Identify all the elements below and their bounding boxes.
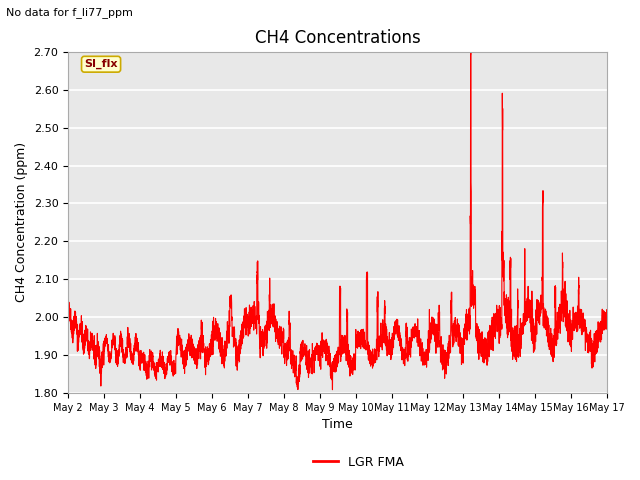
X-axis label: Time: Time — [323, 419, 353, 432]
Text: No data for f_li77_ppm: No data for f_li77_ppm — [6, 7, 133, 18]
Text: SI_flx: SI_flx — [84, 59, 118, 70]
Title: CH4 Concentrations: CH4 Concentrations — [255, 29, 420, 48]
Legend: LGR FMA: LGR FMA — [308, 451, 409, 474]
Y-axis label: CH4 Concentration (ppm): CH4 Concentration (ppm) — [15, 143, 28, 302]
